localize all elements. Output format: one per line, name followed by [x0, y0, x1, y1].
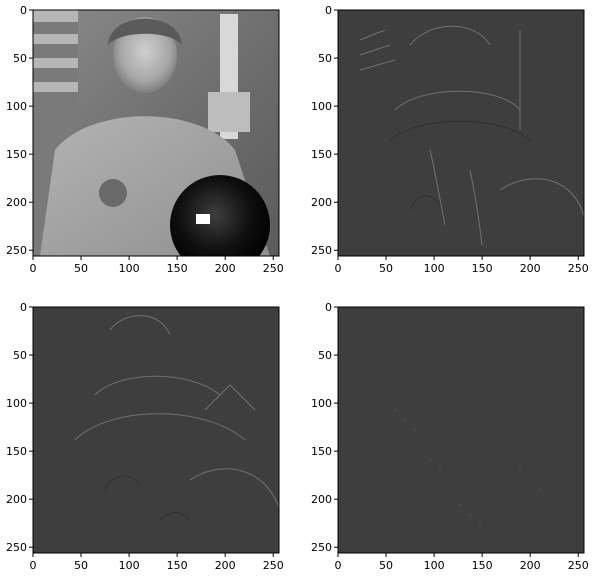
y-tick-label-1-200: 200 — [6, 196, 27, 209]
x-tick-label-2-200: 200 — [520, 262, 541, 275]
subplot-4 — [337, 306, 585, 554]
x-tick-label-4-100: 100 — [424, 559, 445, 572]
x-tick-label-3-50: 50 — [74, 559, 88, 572]
y-tick-label-1-50: 50 — [13, 52, 27, 65]
y-tick-label-3-0: 0 — [20, 301, 27, 314]
x-tick-label-3-200: 200 — [215, 559, 236, 572]
y-tick-label-4-200: 200 — [311, 493, 332, 506]
x-tick-label-1-200: 200 — [215, 262, 236, 275]
x-tick-label-4-250: 250 — [568, 559, 589, 572]
x-tick-label-3-150: 150 — [167, 559, 188, 572]
x-tick-label-2-100: 100 — [424, 262, 445, 275]
y-tick-label-4-250: 250 — [311, 541, 332, 554]
y-tick-label-4-0: 0 — [325, 301, 332, 314]
y-tick-label-3-250: 250 — [6, 541, 27, 554]
y-tick-label-3-100: 100 — [6, 397, 27, 410]
x-tick-label-4-50: 50 — [379, 559, 393, 572]
x-tick-label-3-250: 250 — [263, 559, 284, 572]
y-tick-label-1-0: 0 — [20, 4, 27, 17]
x-tick-label-1-0: 0 — [30, 262, 37, 275]
y-tick-label-1-150: 150 — [6, 148, 27, 161]
x-tick-label-1-50: 50 — [74, 262, 88, 275]
x-tick-label-2-50: 50 — [379, 262, 393, 275]
y-tick-label-3-200: 200 — [6, 493, 27, 506]
x-tick-label-2-0: 0 — [335, 262, 342, 275]
y-tick-label-4-50: 50 — [318, 349, 332, 362]
x-tick-label-4-150: 150 — [472, 559, 493, 572]
y-tick-label-4-150: 150 — [311, 445, 332, 458]
x-tick-label-3-0: 0 — [30, 559, 37, 572]
x-tick-label-3-100: 100 — [119, 559, 140, 572]
y-tick-label-1-250: 250 — [6, 244, 27, 257]
y-tick-label-1-100: 100 — [6, 100, 27, 113]
subplot-2 — [337, 9, 585, 257]
x-tick-label-1-150: 150 — [167, 262, 188, 275]
x-tick-label-2-150: 150 — [472, 262, 493, 275]
y-tick-label-2-0: 0 — [325, 4, 332, 17]
y-tick-label-2-100: 100 — [311, 100, 332, 113]
x-tick-label-4-0: 0 — [335, 559, 342, 572]
x-tick-label-4-200: 200 — [520, 559, 541, 572]
x-tick-label-2-250: 250 — [568, 262, 589, 275]
y-tick-label-2-50: 50 — [318, 52, 332, 65]
y-tick-label-2-250: 250 — [311, 244, 332, 257]
y-tick-label-3-50: 50 — [13, 349, 27, 362]
y-tick-label-2-150: 150 — [311, 148, 332, 161]
y-tick-label-2-200: 200 — [311, 196, 332, 209]
y-tick-label-3-150: 150 — [6, 445, 27, 458]
x-tick-label-1-250: 250 — [263, 262, 284, 275]
subplot-1 — [32, 9, 280, 257]
subplot-3 — [32, 306, 280, 554]
y-tick-label-4-100: 100 — [311, 397, 332, 410]
x-tick-label-1-100: 100 — [119, 262, 140, 275]
